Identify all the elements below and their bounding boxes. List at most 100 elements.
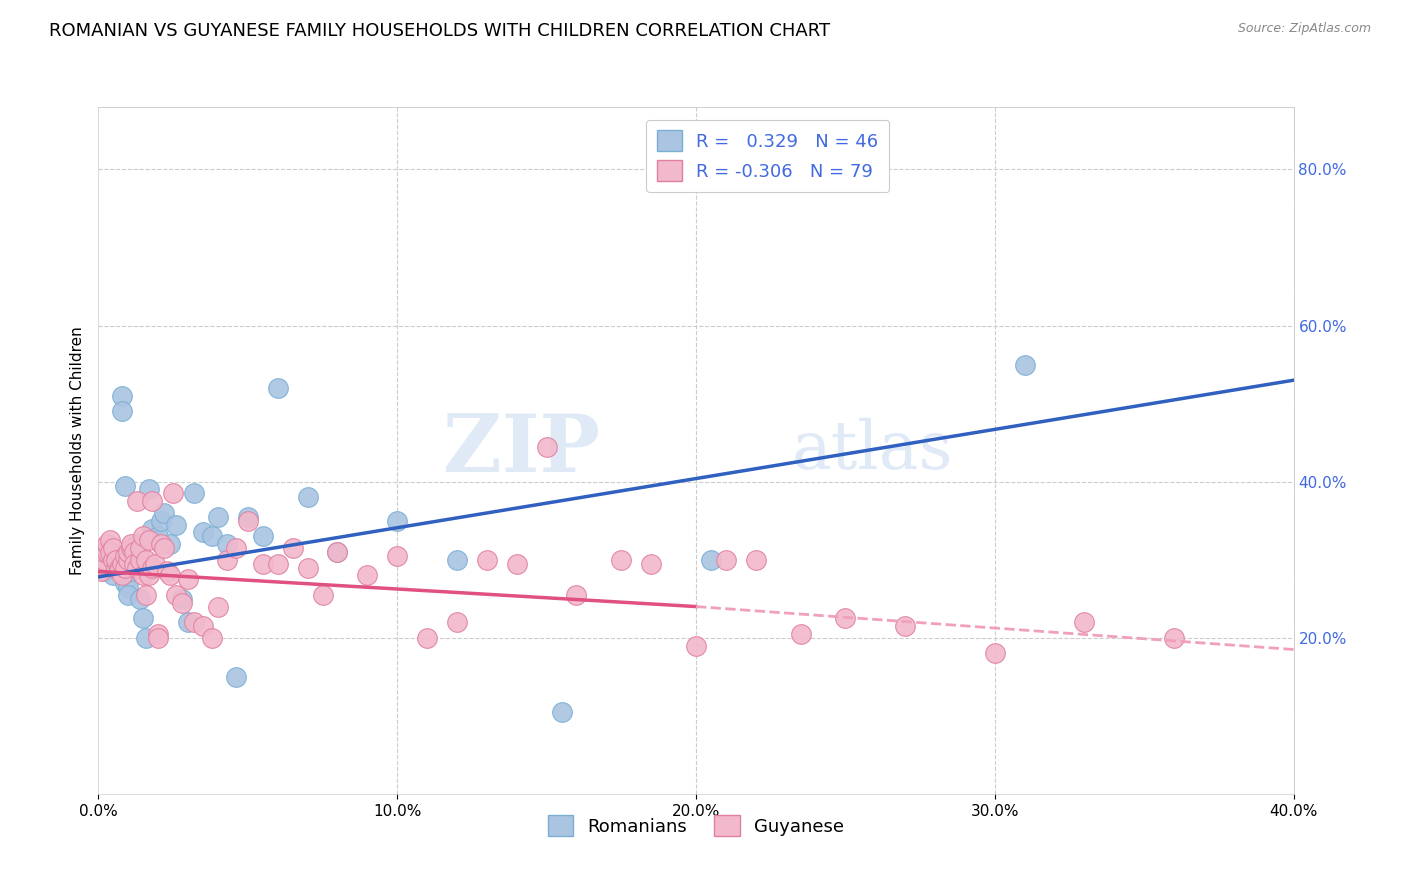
Point [159, 537, 181, 551]
Point [745, 552, 768, 567]
Point [124, 557, 146, 571]
Point [207, 599, 229, 614]
Point [96, 545, 118, 559]
Point [236, 514, 259, 528]
Point [177, 615, 200, 630]
Point [326, 545, 349, 559]
Point [141, 494, 163, 508]
Point [111, 404, 134, 418]
Point [225, 541, 247, 555]
Point [1163, 631, 1185, 645]
Point [148, 631, 170, 645]
Point [236, 509, 259, 524]
Point [153, 541, 176, 555]
Point [297, 490, 319, 504]
Point [446, 615, 468, 630]
Point [138, 483, 160, 497]
Point [143, 557, 166, 571]
Point [120, 537, 142, 551]
Point [132, 529, 155, 543]
Point [834, 611, 856, 625]
Point [148, 529, 170, 543]
Point [640, 557, 662, 571]
Point [191, 525, 214, 540]
Point [124, 557, 146, 571]
Point [148, 627, 170, 641]
Point [114, 549, 136, 563]
Point [98, 557, 122, 571]
Point [105, 557, 128, 571]
Text: Source: ZipAtlas.com: Source: ZipAtlas.com [1237, 22, 1371, 36]
Point [129, 591, 152, 606]
Point [132, 611, 155, 625]
Y-axis label: Family Households with Children: Family Households with Children [69, 326, 84, 574]
Point [132, 568, 155, 582]
Point [326, 545, 349, 559]
Point [714, 552, 737, 567]
Point [506, 557, 529, 571]
Point [117, 588, 139, 602]
Point [162, 486, 184, 500]
Point [93, 545, 115, 559]
Point [111, 557, 134, 571]
Point [1014, 358, 1036, 372]
Point [685, 639, 707, 653]
Point [177, 572, 200, 586]
Point [385, 514, 409, 528]
Point [207, 509, 229, 524]
Point [475, 552, 498, 567]
Point [252, 529, 274, 543]
Point [610, 552, 633, 567]
Point [108, 549, 131, 563]
Point [191, 619, 214, 633]
Point [108, 560, 131, 574]
Point [267, 557, 290, 571]
Point [135, 631, 157, 645]
Point [252, 557, 274, 571]
Point [108, 565, 131, 579]
Point [789, 627, 811, 641]
Text: atlas: atlas [792, 417, 953, 483]
Point [135, 552, 157, 567]
Point [124, 545, 146, 559]
Point [111, 389, 134, 403]
Point [90, 565, 112, 579]
Point [114, 576, 136, 591]
Point [150, 537, 173, 551]
Point [108, 557, 131, 571]
Point [120, 565, 142, 579]
Point [536, 440, 558, 454]
Point [156, 565, 179, 579]
Point [98, 533, 122, 548]
Text: ZIP: ZIP [443, 411, 600, 490]
Point [117, 552, 139, 567]
Point [385, 549, 409, 563]
Point [129, 552, 152, 567]
Point [135, 588, 157, 602]
Point [103, 568, 125, 582]
Point [215, 537, 238, 551]
Point [127, 560, 149, 574]
Point [114, 478, 136, 492]
Point [103, 541, 125, 555]
Point [165, 588, 187, 602]
Point [138, 568, 160, 582]
Point [93, 565, 115, 579]
Point [117, 545, 139, 559]
Point [215, 552, 238, 567]
Point [565, 588, 588, 602]
Point [105, 552, 128, 567]
Point [183, 615, 205, 630]
Point [127, 537, 149, 551]
Point [117, 580, 139, 594]
Legend: Romanians, Guyanese: Romanians, Guyanese [541, 808, 851, 843]
Point [165, 517, 187, 532]
Point [103, 552, 125, 567]
Point [446, 552, 468, 567]
Point [225, 670, 247, 684]
Point [90, 557, 112, 571]
Point [114, 560, 136, 574]
Point [172, 596, 194, 610]
Point [159, 568, 181, 582]
Point [98, 545, 122, 559]
